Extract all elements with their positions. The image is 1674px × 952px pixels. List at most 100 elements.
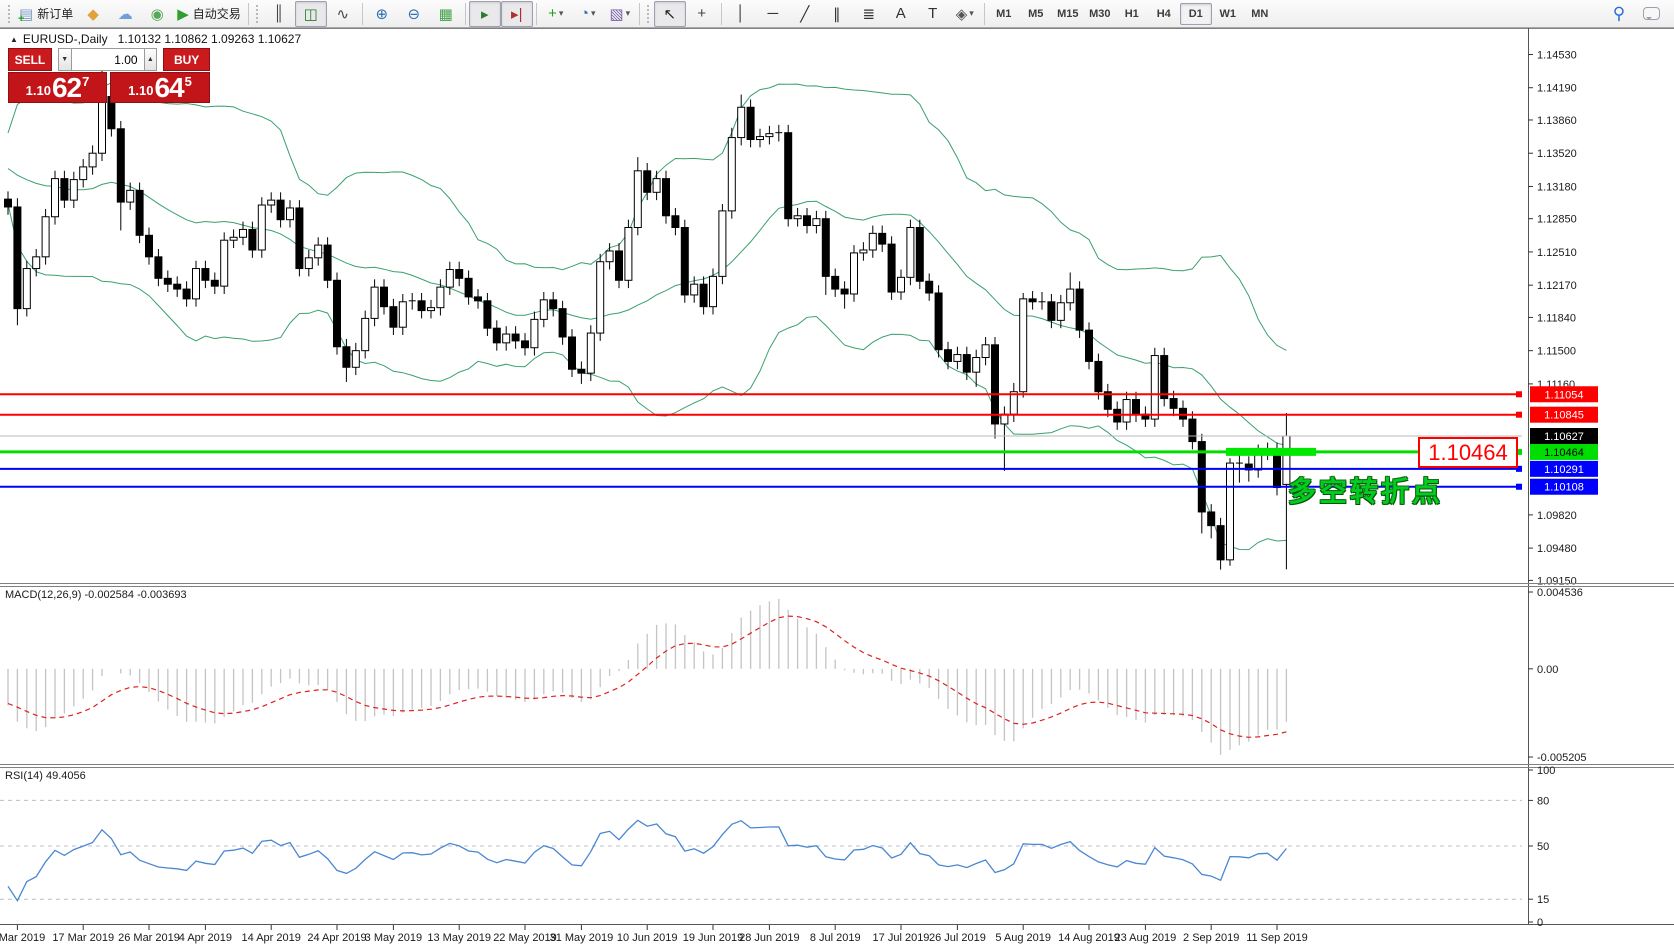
crosshair-button[interactable]: + xyxy=(686,1,718,27)
bear-candle xyxy=(671,215,680,228)
vertical-line-button[interactable]: │ xyxy=(725,1,757,27)
bear-candle xyxy=(934,292,943,351)
timeframe-m5[interactable]: M5 xyxy=(1028,7,1044,20)
horizontal-line-button[interactable]: ─ xyxy=(757,1,789,27)
date-label: 5 Aug 2019 xyxy=(995,932,1051,944)
price-axis-label: 1.14530 xyxy=(1537,49,1577,61)
date-label: 26 Jul 2019 xyxy=(929,932,986,944)
autotrading-button[interactable]: ▶ 自动交易 xyxy=(173,1,245,27)
volume-decrease-button[interactable]: ▼ xyxy=(57,48,72,71)
cursor-button[interactable]: ↖ xyxy=(653,0,686,27)
timeframe-m1[interactable]: M1 xyxy=(996,7,1012,20)
timeframe-mn[interactable]: MN xyxy=(1251,7,1269,20)
tile-windows-button[interactable]: ▦ xyxy=(430,1,462,27)
bear-candle xyxy=(163,277,172,285)
bear-candle xyxy=(135,189,144,236)
bull-candle xyxy=(41,216,50,258)
bar-chart-button[interactable]: ║ xyxy=(263,1,295,27)
bear-candle xyxy=(210,279,219,287)
chat-icon[interactable] xyxy=(1643,7,1660,20)
line-endpoint-marker[interactable] xyxy=(1516,391,1522,398)
auto-scroll-button[interactable]: ▸ xyxy=(468,0,501,27)
line-endpoint-marker[interactable] xyxy=(1516,483,1522,490)
bull-candle xyxy=(727,137,736,212)
trendline-glyph: ╱ xyxy=(800,5,810,23)
bear-candle xyxy=(1094,360,1103,393)
indicators-button[interactable]: + ▾ xyxy=(540,1,572,27)
toolbar-grip[interactable] xyxy=(7,3,12,24)
bear-candle xyxy=(925,280,934,294)
periods-button[interactable]: ◔ ▾ xyxy=(572,1,604,27)
bear-candle xyxy=(746,106,755,141)
bull-candle xyxy=(596,261,605,334)
bull-candle xyxy=(436,286,445,309)
trendline-button[interactable]: ╱ xyxy=(789,1,821,27)
bull-candle xyxy=(32,256,41,270)
sell-button[interactable]: SELL xyxy=(8,48,52,71)
bear-candle xyxy=(13,206,22,310)
chevron-down-icon[interactable]: ▾ xyxy=(625,8,631,18)
label-button[interactable]: T xyxy=(917,1,949,27)
signals-icon[interactable]: ◉ xyxy=(141,1,173,27)
fibonacci-glyph: ≣ xyxy=(862,5,876,23)
bear-candle xyxy=(944,349,952,362)
price-axis-label: 1.09820 xyxy=(1537,510,1577,522)
bull-candle xyxy=(351,350,360,368)
bear-candle xyxy=(323,244,332,281)
toolbar-grip[interactable] xyxy=(645,3,651,24)
date-label: 17 Mar 2019 xyxy=(52,932,114,944)
volume-input[interactable] xyxy=(71,48,144,71)
bull-candle xyxy=(530,318,539,349)
timeframe-h4[interactable]: H4 xyxy=(1156,7,1171,20)
volume-increase-button[interactable]: ▲ xyxy=(143,48,158,71)
chevron-down-icon[interactable]: ▾ xyxy=(591,8,596,18)
toolbar-separator xyxy=(720,2,722,25)
line-endpoint-marker[interactable] xyxy=(1516,465,1522,472)
templates-button[interactable]: ▧ ▾ xyxy=(604,1,636,27)
bull-candle xyxy=(1150,355,1159,420)
zoom-out-button[interactable]: ⊖ xyxy=(398,1,430,27)
candlestick-chart-button[interactable]: ◫ xyxy=(294,0,327,27)
vertical-line-glyph: │ xyxy=(736,5,746,22)
price-axis-label: 1.13180 xyxy=(1537,181,1577,193)
bull-candle xyxy=(972,357,981,373)
toolbar-grip[interactable] xyxy=(254,3,260,24)
chart-shift-button[interactable]: ▸| xyxy=(500,0,533,27)
date-label: 26 Mar 2019 xyxy=(118,932,180,944)
mql5-icon[interactable]: ◆ xyxy=(77,1,109,27)
chevron-down-icon[interactable]: ▾ xyxy=(558,8,564,18)
buy-button[interactable]: BUY xyxy=(163,48,211,71)
channel-button[interactable]: ∥ xyxy=(821,1,853,27)
pivot-point-annotation[interactable]: 多空转折点 xyxy=(1288,476,1444,507)
price-annotation-box[interactable]: 1.10464 xyxy=(1418,437,1518,468)
fibonacci-button[interactable]: ≣ xyxy=(853,1,885,27)
zoom-in-button[interactable]: ⊕ xyxy=(366,1,398,27)
bear-candle xyxy=(1028,298,1037,303)
chevron-down-icon[interactable]: ▾ xyxy=(969,8,974,18)
buy-price-display[interactable]: 1.10 64 5 xyxy=(110,72,210,103)
new-order-button[interactable]: ▤ + 新订单 xyxy=(15,1,77,27)
bull-candle xyxy=(1066,288,1075,304)
line-chart-button[interactable]: ∿ xyxy=(327,1,359,27)
timeframe-m15[interactable]: M15 xyxy=(1057,7,1079,20)
search-icon[interactable]: ⚲ xyxy=(1612,3,1626,23)
timeframe-w1[interactable]: W1 xyxy=(1219,7,1237,20)
date-label: 28 Jun 2019 xyxy=(739,932,800,944)
line-endpoint-marker[interactable] xyxy=(1516,448,1522,455)
profile-icon[interactable]: ☁ xyxy=(109,1,141,27)
bull-candle xyxy=(793,215,802,220)
bar-chart-glyph: ║ xyxy=(273,5,285,22)
bear-candle xyxy=(1216,525,1225,561)
shapes-button[interactable]: ◈ ▾ xyxy=(949,1,981,27)
timeframe-d1[interactable]: D1 xyxy=(1179,2,1212,25)
bull-candle xyxy=(981,344,990,359)
bear-candle xyxy=(1132,399,1140,415)
line-endpoint-marker[interactable] xyxy=(1516,411,1522,418)
collapse-panel-icon[interactable]: ▲ xyxy=(10,34,18,44)
timeframe-h1[interactable]: H1 xyxy=(1124,7,1139,20)
text-button[interactable]: A xyxy=(885,1,917,27)
sell-price-display[interactable]: 1.10 62 7 xyxy=(8,72,107,103)
timeframe-m30[interactable]: M30 xyxy=(1089,7,1111,20)
bull-candle xyxy=(267,199,276,206)
